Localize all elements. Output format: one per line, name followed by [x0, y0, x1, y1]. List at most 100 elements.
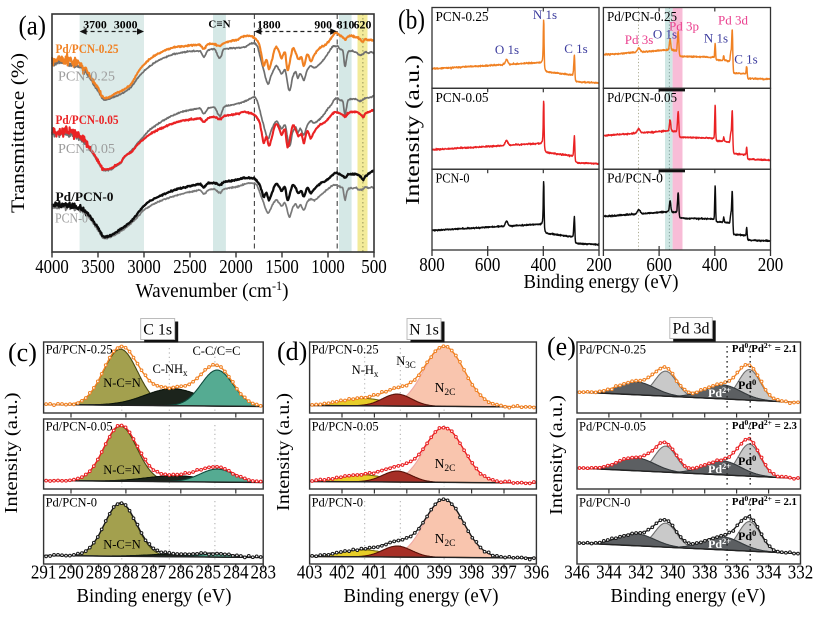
svg-text:(a): (a) — [19, 10, 47, 41]
svg-text:C 1s: C 1s — [564, 41, 587, 56]
svg-text:Transmittance (%): Transmittance (%) — [8, 53, 29, 213]
svg-text:PCN-0.05: PCN-0.05 — [436, 90, 489, 105]
svg-text:Binding energy (eV): Binding energy (eV) — [344, 585, 499, 607]
svg-text:Pd 3d: Pd 3d — [718, 13, 748, 28]
svg-text:3000: 3000 — [127, 256, 161, 278]
svg-text:400: 400 — [531, 254, 557, 276]
svg-text:340: 340 — [660, 562, 686, 584]
svg-text:C-C/C=C: C-C/C=C — [192, 344, 240, 358]
svg-text:342: 342 — [628, 562, 654, 584]
svg-text:PCN-0.05: PCN-0.05 — [58, 141, 115, 156]
svg-text:500: 500 — [361, 256, 387, 278]
svg-text:291: 291 — [31, 562, 57, 584]
svg-text:1000: 1000 — [311, 256, 345, 278]
svg-text:Pd0: Pd0 — [738, 453, 756, 468]
svg-text:334: 334 — [756, 562, 782, 584]
svg-text:620: 620 — [354, 18, 372, 32]
svg-text:N-C=N: N-C=N — [103, 463, 141, 477]
svg-text:C-NHx: C-NHx — [152, 362, 188, 378]
svg-text:200: 200 — [758, 254, 784, 276]
svg-text:3700: 3700 — [83, 18, 107, 32]
svg-text:290: 290 — [58, 562, 84, 584]
svg-text:800: 800 — [419, 254, 445, 276]
svg-text:Pd/PCN-0: Pd/PCN-0 — [46, 496, 97, 510]
svg-text:810: 810 — [337, 18, 355, 32]
svg-text:Pd/PCN-0.05: Pd/PCN-0.05 — [312, 420, 379, 434]
svg-text:C 1s: C 1s — [734, 52, 757, 67]
svg-text:289: 289 — [86, 562, 112, 584]
svg-text:N-C=N: N-C=N — [103, 376, 141, 390]
svg-text:287: 287 — [141, 562, 167, 584]
svg-text:PCN-0.25: PCN-0.25 — [436, 9, 489, 24]
svg-text:399: 399 — [426, 562, 452, 584]
svg-text:PCN-0: PCN-0 — [436, 171, 470, 186]
svg-text:N-Hx: N-Hx — [352, 363, 379, 379]
svg-text:Pd0/Pd2+ = 2.3: Pd0/Pd2+ = 2.3 — [732, 418, 798, 432]
svg-text:332: 332 — [788, 562, 814, 584]
svg-text:Pd/PCN-0.05: Pd/PCN-0.05 — [46, 420, 113, 434]
svg-text:Binding energy (eV): Binding energy (eV) — [611, 585, 766, 607]
svg-text:900: 900 — [314, 18, 332, 32]
svg-text:398: 398 — [459, 562, 485, 584]
svg-text:O 1s: O 1s — [495, 42, 519, 57]
svg-text:Pd/PCN-0.25: Pd/PCN-0.25 — [607, 9, 677, 24]
svg-text:Intensity (a.u.): Intensity (a.u.) — [1, 392, 22, 513]
svg-text:Pd0: Pd0 — [738, 528, 756, 543]
svg-text:Pd/PCN-0.05: Pd/PCN-0.05 — [56, 113, 119, 127]
svg-text:3000: 3000 — [114, 18, 138, 32]
svg-text:O 1s: O 1s — [653, 27, 677, 42]
svg-text:(b): (b) — [398, 4, 425, 35]
svg-text:PCN-0: PCN-0 — [55, 211, 88, 226]
svg-text:2500: 2500 — [173, 256, 207, 278]
svg-text:Pd0/Pd2+ = 2.1: Pd0/Pd2+ = 2.1 — [732, 494, 797, 508]
svg-text:338: 338 — [692, 562, 718, 584]
svg-text:285: 285 — [196, 562, 222, 584]
svg-text:283: 283 — [250, 562, 276, 584]
svg-text:2000: 2000 — [219, 256, 253, 278]
svg-text:PCN-0.25: PCN-0.25 — [58, 69, 115, 84]
svg-text:(e): (e) — [547, 332, 576, 361]
svg-text:397: 397 — [491, 562, 517, 584]
svg-text:288: 288 — [113, 562, 139, 584]
svg-text:Pd/PCN-0: Pd/PCN-0 — [56, 190, 114, 204]
svg-text:(c): (c) — [8, 338, 37, 367]
svg-text:600: 600 — [475, 254, 501, 276]
svg-text:286: 286 — [168, 562, 194, 584]
svg-text:Binding energy (eV): Binding energy (eV) — [77, 585, 232, 607]
svg-text:C 1s: C 1s — [143, 322, 172, 339]
svg-text:4000: 4000 — [35, 256, 69, 278]
svg-text:Pd/PCN-0.25: Pd/PCN-0.25 — [312, 343, 379, 357]
svg-text:Pd 3d: Pd 3d — [673, 321, 710, 338]
svg-text:400: 400 — [394, 562, 420, 584]
svg-text:Intensity (a.u.): Intensity (a.u.) — [273, 393, 294, 511]
svg-text:344: 344 — [596, 562, 622, 584]
svg-text:Pd0: Pd0 — [738, 377, 756, 392]
svg-text:Pd/PCN-0: Pd/PCN-0 — [607, 171, 663, 186]
svg-text:C≡N: C≡N — [208, 19, 230, 31]
svg-text:600: 600 — [646, 254, 672, 276]
svg-text:Wavenumber (cm-1): Wavenumber (cm-1) — [136, 278, 289, 302]
svg-text:336: 336 — [724, 562, 750, 584]
svg-text:Pd/PCN-0.25: Pd/PCN-0.25 — [46, 343, 113, 357]
svg-text:Binding energy (eV): Binding energy (eV) — [524, 271, 679, 293]
svg-text:(d): (d) — [277, 337, 307, 366]
svg-text:346: 346 — [564, 562, 590, 584]
svg-text:Pd/PCN-0.25: Pd/PCN-0.25 — [56, 42, 119, 56]
svg-text:200: 200 — [586, 254, 612, 276]
svg-text:402: 402 — [329, 562, 355, 584]
svg-text:Pd0/Pd2+ = 2.1: Pd0/Pd2+ = 2.1 — [732, 341, 797, 355]
svg-text:N 1s: N 1s — [704, 31, 728, 46]
svg-text:Pd/PCN-0.05: Pd/PCN-0.05 — [579, 420, 646, 434]
svg-text:396: 396 — [524, 562, 550, 584]
svg-text:Intensity (a.u.): Intensity (a.u.) — [546, 395, 567, 515]
svg-text:Pd/PCN-0: Pd/PCN-0 — [579, 496, 630, 510]
svg-text:Pd 3s: Pd 3s — [625, 32, 654, 47]
svg-text:401: 401 — [362, 562, 388, 584]
svg-text:1800: 1800 — [257, 18, 281, 32]
svg-text:Intensity (a.u.): Intensity (a.u.) — [403, 55, 424, 205]
svg-text:Pd/PCN-0: Pd/PCN-0 — [312, 496, 363, 510]
svg-text:284: 284 — [223, 562, 249, 584]
svg-text:400: 400 — [702, 254, 728, 276]
svg-text:Pd/PCN-0.05: Pd/PCN-0.05 — [607, 90, 677, 105]
svg-text:3500: 3500 — [81, 256, 115, 278]
